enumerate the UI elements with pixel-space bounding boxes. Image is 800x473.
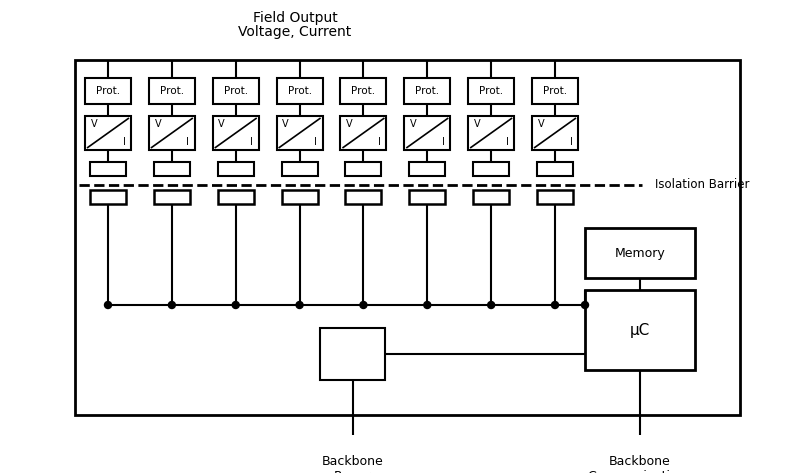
Bar (149, 116, 195, 150)
Bar (341, 116, 386, 150)
Bar (468, 78, 514, 104)
Circle shape (105, 301, 111, 308)
Bar (85, 116, 131, 150)
Text: Prot.: Prot. (543, 86, 567, 96)
Bar (282, 190, 318, 204)
Bar (537, 162, 573, 176)
Bar (320, 328, 385, 380)
Bar (473, 190, 509, 204)
Bar (473, 162, 509, 176)
Text: V: V (154, 119, 161, 129)
Bar (154, 162, 190, 176)
Bar (410, 190, 446, 204)
Bar (585, 290, 695, 370)
Text: I: I (570, 137, 573, 147)
Text: Backbone
Communications: Backbone Communications (587, 455, 693, 473)
Bar (277, 78, 322, 104)
Bar (537, 190, 573, 204)
Bar (218, 162, 254, 176)
Circle shape (551, 301, 558, 308)
Bar (213, 78, 258, 104)
Bar (410, 162, 446, 176)
Bar (282, 162, 318, 176)
Text: Prot.: Prot. (287, 86, 312, 96)
Bar (149, 78, 195, 104)
Text: Prot.: Prot. (96, 86, 120, 96)
Text: Prot.: Prot. (351, 86, 375, 96)
Text: I: I (250, 137, 253, 147)
Text: Prot.: Prot. (479, 86, 503, 96)
Circle shape (360, 301, 367, 308)
Text: Field Output: Field Output (253, 11, 338, 25)
Text: V: V (282, 119, 289, 129)
Text: μC: μC (630, 323, 650, 338)
Circle shape (582, 301, 589, 308)
Text: I: I (122, 137, 126, 147)
Bar (468, 116, 514, 150)
Text: V: V (410, 119, 417, 129)
Bar (90, 162, 126, 176)
Bar (154, 190, 190, 204)
Bar (346, 190, 382, 204)
Bar (277, 116, 322, 150)
Text: I: I (314, 137, 317, 147)
Bar (341, 78, 386, 104)
Circle shape (168, 301, 175, 308)
Text: V: V (218, 119, 225, 129)
Text: V: V (538, 119, 544, 129)
Bar (346, 162, 382, 176)
Text: I: I (442, 137, 445, 147)
Text: I: I (186, 137, 190, 147)
Circle shape (424, 301, 430, 308)
Text: Prot.: Prot. (415, 86, 439, 96)
Text: Isolation Barrier: Isolation Barrier (654, 177, 750, 191)
Circle shape (488, 301, 494, 308)
Text: V: V (474, 119, 481, 129)
Bar (213, 116, 258, 150)
Bar (585, 228, 695, 278)
Bar (90, 190, 126, 204)
Text: V: V (90, 119, 98, 129)
Bar (75, 60, 740, 415)
Bar (532, 116, 578, 150)
Text: Memory: Memory (614, 246, 666, 260)
Circle shape (296, 301, 303, 308)
Text: Prot.: Prot. (224, 86, 248, 96)
Bar (532, 78, 578, 104)
Text: Prot.: Prot. (160, 86, 184, 96)
Bar (404, 116, 450, 150)
Text: I: I (506, 137, 509, 147)
Bar (85, 78, 131, 104)
Bar (404, 78, 450, 104)
Text: Voltage, Current: Voltage, Current (238, 25, 352, 39)
Bar (218, 190, 254, 204)
Circle shape (232, 301, 239, 308)
Text: V: V (346, 119, 353, 129)
Text: Backbone
Power: Backbone Power (322, 455, 383, 473)
Text: I: I (378, 137, 381, 147)
